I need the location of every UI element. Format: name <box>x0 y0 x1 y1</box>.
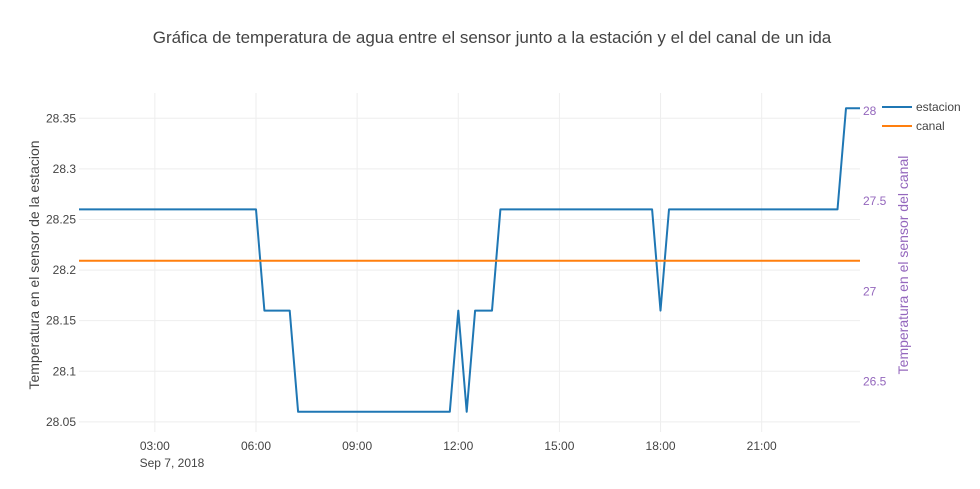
left-axis-title: Temperatura en el sensor de la estacion <box>26 140 42 389</box>
y-left-tick-label: 28.25 <box>46 212 76 226</box>
y-right-tick-label: 27.5 <box>863 194 887 208</box>
left-y-axis: 28.05 28.1 28.15 28.2 28.25 28.3 28.35 <box>46 111 76 429</box>
x-tick-label: 06:00 <box>241 439 271 453</box>
right-y-axis: 26.5 27 27.5 28 <box>863 104 887 388</box>
y-left-tick-label: 28.2 <box>53 263 77 277</box>
x-tick-label: 09:00 <box>342 439 372 453</box>
series-line-estacion[interactable] <box>79 107 860 413</box>
y-left-tick-label: 28.1 <box>53 364 77 378</box>
y-left-tick-label: 28.3 <box>53 162 77 176</box>
right-axis-title: Temperatura en el sensor del canal <box>895 156 911 375</box>
x-axis: Sep 7, 2018 03:00 06:00 09:00 12:00 15:00 18:… <box>140 439 777 470</box>
gridlines <box>79 93 860 432</box>
y-left-tick-label: 28.05 <box>46 415 76 429</box>
legend-item-estacion[interactable]: estacion <box>882 100 961 114</box>
y-right-tick-label: 26.5 <box>863 375 887 389</box>
legend-label: estacion <box>916 100 961 114</box>
series-lines <box>79 107 860 413</box>
x-tick-label: 18:00 <box>646 439 676 453</box>
x-tick-label: 21:00 <box>747 439 777 453</box>
y-left-tick-label: 28.35 <box>46 111 76 125</box>
x-tick-label: 15:00 <box>544 439 574 453</box>
x-date-label: Sep 7, 2018 <box>140 456 205 470</box>
legend-label: canal <box>916 119 945 133</box>
x-tick-label: 03:00 <box>140 439 170 453</box>
x-tick-label: 12:00 <box>443 439 473 453</box>
legend[interactable]: estacion canal <box>882 100 961 133</box>
y-right-tick-label: 27 <box>863 284 877 298</box>
legend-item-canal[interactable]: canal <box>882 119 945 133</box>
chart-title: Gráfica de temperatura de agua entre el … <box>153 28 832 47</box>
y-left-tick-label: 28.15 <box>46 314 76 328</box>
y-right-tick-label: 28 <box>863 104 877 118</box>
